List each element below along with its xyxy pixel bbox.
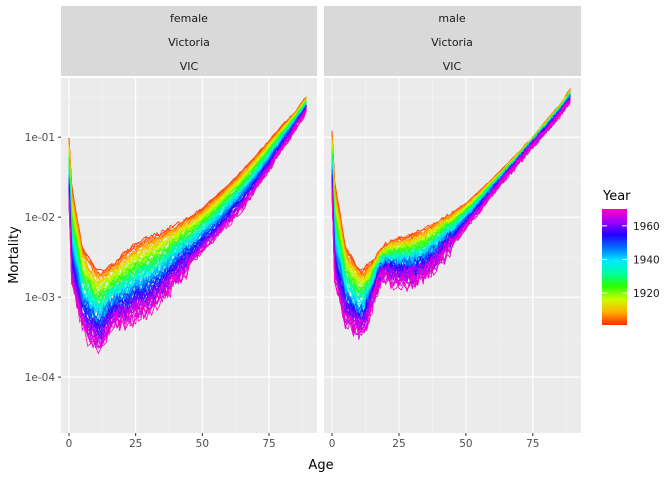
legend-break-label: 1960 — [633, 221, 660, 233]
legend: Year 1920 1940 1960 — [602, 189, 660, 325]
series-lines-male — [331, 88, 571, 340]
y-tick-label: 1e-03 — [25, 292, 55, 304]
x-tick-label: 0 — [329, 438, 336, 450]
x-tick-label: 50 — [459, 438, 472, 450]
legend-break-label: 1920 — [633, 288, 660, 300]
series-line-male-1969 — [331, 103, 571, 337]
x-axis-male: 0 25 50 75 — [329, 433, 540, 450]
x-tick-label: 50 — [196, 438, 209, 450]
x-axis-title: Age — [308, 458, 333, 473]
y-axis: 1e-04 1e-03 1e-02 1e-01 — [25, 132, 61, 384]
legend-colorbar — [602, 209, 627, 325]
facet-strip-line-2: Victoria — [431, 36, 473, 49]
x-tick-label: 75 — [262, 438, 275, 450]
y-axis-title: Mortality — [7, 226, 22, 284]
legend-break-label: 1940 — [633, 254, 660, 266]
facet-strip-female — [61, 6, 317, 76]
series-lines-female — [68, 96, 307, 355]
facet-strip-line-1: male — [438, 12, 466, 25]
y-tick-label: 1e-02 — [25, 212, 55, 224]
x-axis-female: 0 25 50 75 — [66, 433, 276, 450]
series-line-female-1935 — [68, 104, 307, 315]
x-tick-label: 25 — [392, 438, 405, 450]
legend-title: Year — [602, 189, 631, 204]
series-line-female-1970 — [68, 111, 307, 347]
series-line-male-1970 — [331, 98, 571, 335]
x-tick-label: 75 — [526, 438, 539, 450]
y-tick-label: 1e-01 — [25, 132, 55, 144]
facet-strip-line-1: female — [170, 12, 208, 25]
facet-panel-female: female Victoria VIC — [61, 6, 317, 433]
facet-strip-line-2: Victoria — [168, 36, 210, 49]
facet-panel-male: male Victoria VIC — [324, 6, 581, 433]
facet-strip-male — [324, 6, 581, 76]
grid-female — [61, 78, 317, 433]
legend-ticks: 1920 1940 1960 — [602, 221, 660, 300]
series-line-female-1968 — [68, 110, 307, 355]
series-line-female-1927 — [68, 100, 307, 305]
y-tick-label: 1e-04 — [25, 372, 56, 384]
facet-strip-line-3: VIC — [180, 60, 199, 73]
series-line-male-1963 — [331, 99, 571, 330]
x-tick-label: 25 — [129, 438, 142, 450]
facet-strip-line-3: VIC — [443, 60, 462, 73]
x-tick-label: 0 — [66, 438, 73, 450]
